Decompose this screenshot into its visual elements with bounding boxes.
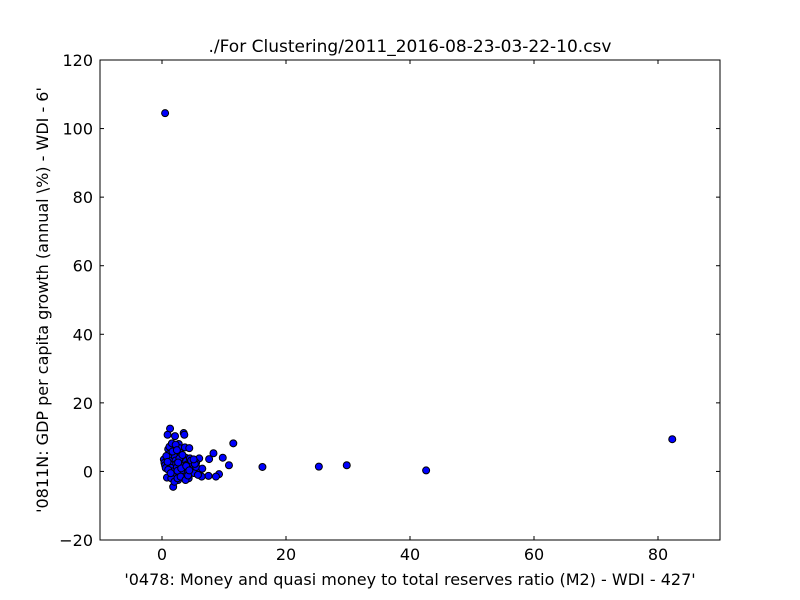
y-tick-label: 120: [62, 51, 93, 70]
points-layer: [159, 109, 677, 491]
data-point: [314, 462, 323, 471]
data-point: [211, 472, 220, 481]
data-point: [198, 464, 207, 473]
data-point: [422, 466, 431, 475]
data-point: [163, 457, 172, 466]
data-point: [205, 455, 214, 464]
y-tick-label: 100: [62, 120, 93, 139]
x-tick-label: 60: [524, 545, 544, 564]
data-point: [193, 470, 202, 479]
y-tick-label: −20: [59, 531, 93, 550]
data-point: [161, 109, 170, 118]
x-tick-label: 80: [648, 545, 668, 564]
x-axis-label: '0478: Money and quasi money to total re…: [124, 570, 695, 589]
data-point: [180, 430, 189, 439]
y-tick-label: 0: [83, 462, 93, 481]
data-point: [229, 439, 238, 448]
x-tick-label: 20: [276, 545, 296, 564]
data-point: [178, 450, 187, 459]
data-point: [258, 462, 267, 471]
data-point: [218, 453, 227, 462]
x-tick-label: 40: [400, 545, 420, 564]
y-tick-label: 60: [73, 257, 93, 276]
data-point: [163, 430, 172, 439]
data-point: [204, 471, 213, 480]
data-point: [668, 435, 677, 444]
y-tick-label: 20: [73, 394, 93, 413]
data-point: [166, 469, 175, 478]
x-tick-label: 0: [157, 545, 167, 564]
data-point: [172, 446, 181, 455]
y-axis-label: '0811N: GDP per capita growth (annual \%…: [33, 87, 52, 513]
data-point: [224, 461, 233, 470]
data-point: [209, 449, 218, 458]
data-point: [185, 444, 194, 453]
data-point: [342, 461, 351, 470]
y-tick-label: 80: [73, 188, 93, 207]
y-tick-label: 40: [73, 325, 93, 344]
data-point: [189, 455, 198, 464]
data-point: [185, 466, 194, 475]
data-point: [174, 458, 183, 467]
data-point: [171, 432, 180, 441]
chart-title: ./For Clustering/2011_2016-08-23-03-22-1…: [209, 37, 612, 57]
ticks-layer: 0 20 40 60 80 −20 0 20 40 60 80 100 120: [59, 51, 720, 564]
